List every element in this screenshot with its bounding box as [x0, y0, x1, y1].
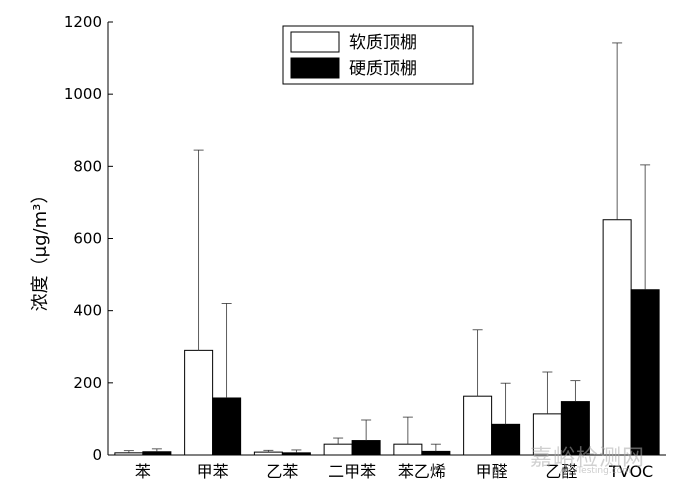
bar-soft-1 — [184, 349, 214, 456]
y-tick-label: 600 — [73, 230, 102, 248]
y-tick-label: 800 — [73, 157, 102, 175]
x-tick-label: 乙苯 — [266, 462, 298, 481]
x-tick-labels: 苯 甲苯 乙苯 二甲苯 苯乙烯 甲醛 乙醛 TVOC — [135, 462, 653, 481]
bar-soft-7 — [602, 219, 632, 456]
bars — [114, 219, 660, 456]
x-tick-label: 乙醛 — [545, 462, 577, 481]
x-tick-label: 二甲苯 — [328, 462, 376, 481]
legend-label-hard: 硬质顶棚 — [349, 59, 417, 79]
bar-soft-0 — [114, 452, 144, 456]
bar-hard-4 — [421, 450, 451, 456]
legend-swatch-hard — [290, 57, 340, 79]
y-tick-label: 1200 — [64, 13, 102, 31]
bar-hard-2 — [281, 452, 311, 456]
bar-hard-1 — [212, 397, 242, 456]
y-tick-label: 200 — [73, 374, 102, 392]
bar-hard-5 — [491, 423, 521, 456]
y-axis-label: 浓度（μg/m³） — [30, 186, 51, 312]
legend-label-soft: 软质顶棚 — [349, 33, 417, 53]
error-bars — [123, 42, 651, 453]
y-tick-label: 1000 — [64, 85, 102, 103]
x-tick-label: 甲醛 — [476, 462, 508, 481]
x-tick-label: 甲苯 — [197, 462, 229, 481]
x-tick-label: 苯 — [135, 462, 151, 481]
bar-hard-7 — [630, 289, 660, 456]
bar-hard-6 — [560, 401, 590, 456]
watermark: 嘉峪检测网 — [530, 446, 646, 471]
y-tick-label: 0 — [92, 446, 102, 464]
bar-soft-4 — [393, 443, 423, 456]
legend-swatch-soft — [290, 31, 340, 53]
bar-soft-5 — [463, 395, 493, 456]
x-tick-label: TVOC — [608, 462, 653, 481]
bar-soft-3 — [323, 443, 353, 456]
y-ticks: 0 200 400 600 800 1000 1200 — [64, 13, 113, 464]
bar-hard-3 — [351, 440, 381, 456]
bar-soft-2 — [253, 451, 283, 456]
bar-hard-0 — [142, 451, 172, 456]
x-tick-label: 苯乙烯 — [398, 462, 446, 481]
watermark-sub: AnyTesting.com — [560, 466, 631, 476]
y-tick-label: 400 — [73, 302, 102, 320]
